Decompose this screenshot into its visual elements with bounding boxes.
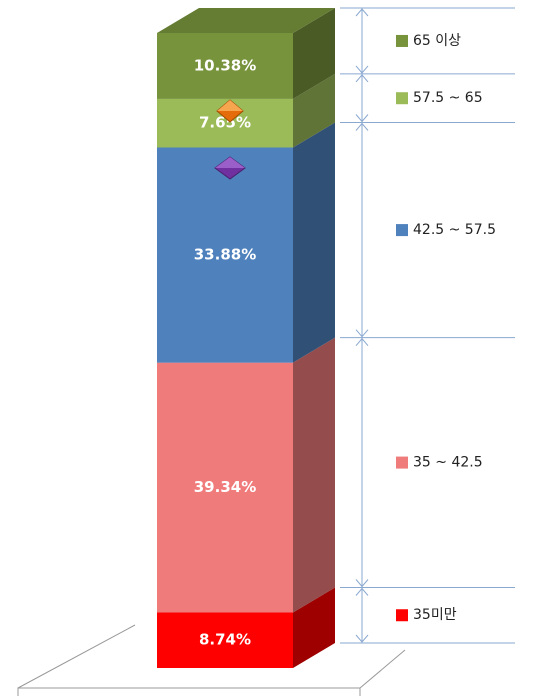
arrow-head xyxy=(355,337,369,346)
decorations xyxy=(214,99,246,180)
bar-segment xyxy=(157,362,293,613)
legend: 35미만 35 ~ 42.5 42.5 ~ 57.5 57.5 ~ 65 65 이상 xyxy=(340,7,515,644)
arrow-head xyxy=(355,122,369,131)
arrow-head xyxy=(355,114,369,123)
legend-swatch xyxy=(396,92,408,105)
bar-segment xyxy=(157,33,293,99)
bar-side xyxy=(293,8,335,99)
bar-side xyxy=(293,337,335,613)
value-label: 33.88% xyxy=(194,246,256,264)
legend-label: 42.5 ~ 57.5 xyxy=(413,222,496,238)
value-label: 7.65% xyxy=(199,114,251,132)
value-label: 8.74% xyxy=(199,631,251,649)
value-label: 39.34% xyxy=(194,478,256,496)
legend-swatch xyxy=(396,456,408,469)
arrow-head xyxy=(355,329,369,338)
arrow-head xyxy=(355,634,369,643)
bar-side xyxy=(293,587,335,668)
bar-side xyxy=(293,122,335,363)
legend-swatch xyxy=(396,34,408,47)
bar-side xyxy=(293,73,335,148)
value-label: 10.38% xyxy=(194,56,256,74)
bar-segment xyxy=(157,147,293,363)
floor xyxy=(17,624,406,696)
legend-label: 35미만 xyxy=(413,607,457,623)
arrow-head xyxy=(355,587,369,596)
bar-segment xyxy=(157,612,293,668)
arrow-head xyxy=(355,74,369,83)
bar-stack: 8.74% 39.34% 33.88% 7.65% 10.38% xyxy=(157,8,335,668)
legend-swatch xyxy=(396,609,408,622)
legend-label: 65 이상 xyxy=(413,33,461,49)
arrow-head xyxy=(355,65,369,74)
arrow-head xyxy=(355,579,369,588)
legend-swatch xyxy=(396,224,408,237)
legend-label: 57.5 ~ 65 xyxy=(413,90,483,106)
legend-label: 35 ~ 42.5 xyxy=(413,455,483,471)
arrow-head xyxy=(355,8,369,17)
bar-top xyxy=(157,8,335,33)
